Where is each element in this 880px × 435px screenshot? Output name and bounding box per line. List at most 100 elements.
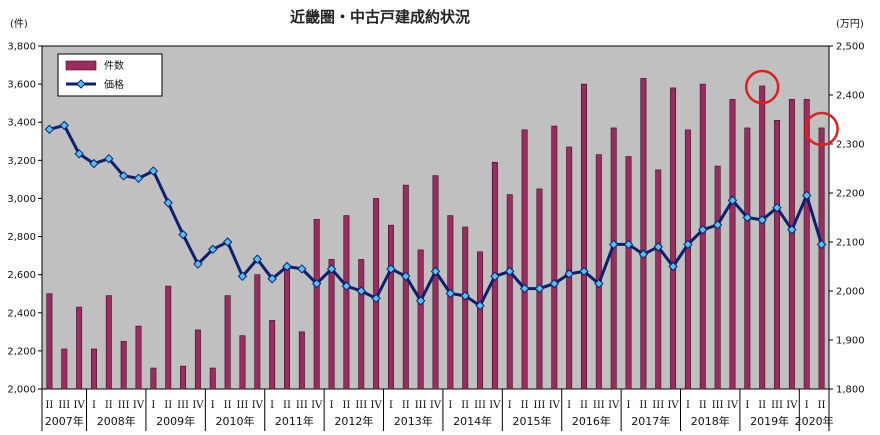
price-marker [74, 149, 84, 159]
left-tick-label: 3,600 [7, 80, 36, 91]
quarter-label: IV [311, 400, 323, 411]
quarter-label: IV [549, 400, 561, 411]
quarter-label: I [270, 400, 274, 411]
price-marker [727, 195, 738, 206]
price-marker [698, 225, 708, 235]
quarter-label: I [508, 400, 512, 411]
price-marker [460, 291, 470, 301]
price-marker [653, 242, 663, 252]
quarter-label: II [580, 400, 588, 411]
price-marker [148, 166, 159, 176]
left-tick-label: 2,600 [7, 270, 36, 281]
bar-kensu [625, 156, 632, 390]
bar-kensu [551, 125, 558, 390]
year-label: 2016年 [572, 414, 611, 428]
left-tick-label: 3,000 [7, 194, 36, 205]
left-tick-label: 3,800 [7, 42, 36, 53]
price-marker [193, 259, 203, 269]
price-marker [430, 266, 441, 277]
quarter-label: I [211, 400, 215, 411]
year-label: 2012年 [334, 414, 373, 428]
left-tick-label: 3,200 [7, 156, 36, 167]
price-marker [802, 190, 812, 201]
price-marker [549, 278, 559, 289]
bar-kensu [358, 259, 365, 390]
price-marker [475, 300, 485, 311]
quarter-label: III [712, 400, 724, 411]
right-axis-unit: (万円) [836, 19, 864, 30]
bar-kensu [447, 215, 454, 390]
quarter-label: IV [133, 400, 145, 411]
year-label: 2014年 [453, 414, 492, 428]
plot-area: 2,000 2,200 2,400 2,600 2,800 3,000 3,200 3,400… [7, 42, 865, 431]
quarter-label: III [652, 400, 664, 411]
quarter-label: I [151, 400, 155, 411]
bar-kensu [506, 194, 513, 390]
bar-kensu [387, 224, 394, 390]
quarter-label: II [699, 400, 707, 411]
price-marker [401, 271, 411, 282]
quarter-label: III [177, 400, 189, 411]
right-tick-label: 2,500 [836, 42, 865, 53]
quarter-label: IV [727, 400, 739, 411]
quarter-label: III [355, 400, 367, 411]
price-marker [564, 269, 574, 279]
bar-kensu [180, 365, 187, 390]
price-marker [282, 261, 292, 272]
quarter-label: II [402, 400, 410, 411]
quarter-label: III [296, 400, 308, 411]
price-marker [490, 271, 500, 282]
bar-kensu [640, 78, 647, 390]
year-label: 2018年 [691, 414, 730, 428]
quarter-label: I [686, 400, 690, 411]
bar-kensu [729, 99, 736, 390]
bar-kensu [714, 165, 721, 390]
quarter-label: II [461, 400, 469, 411]
price-marker [712, 220, 723, 230]
bar-kensu [803, 99, 810, 390]
quarter-label: I [330, 400, 334, 411]
bar-kensu [224, 295, 231, 390]
legend-label-price: 価格 [104, 78, 124, 91]
year-label: 2010年 [216, 414, 255, 428]
price-marker [445, 288, 456, 299]
bar-kensu [417, 249, 424, 390]
quarter-label: I [567, 400, 571, 411]
price-marker [163, 198, 173, 208]
year-label: 2008年 [97, 414, 136, 428]
bar-kensu [313, 219, 320, 390]
right-tick-label: 1,800 [836, 385, 865, 396]
year-label: 2011年 [275, 414, 314, 428]
price-marker [742, 212, 753, 223]
legend-swatch-price-marker [76, 79, 86, 89]
price-marker [579, 266, 589, 277]
quarter-label: IV [489, 400, 501, 411]
quarter-label: II [105, 400, 113, 411]
bar-kensu [759, 85, 766, 390]
quarter-label: II [224, 400, 232, 411]
price-marker [356, 286, 366, 296]
quarter-label: I [448, 400, 452, 411]
year-label: 2015年 [513, 414, 552, 428]
left-axis-unit: (件) [10, 18, 28, 30]
chart-title: 近畿圏・中古戸建成約状況 [290, 8, 470, 26]
bar-kensu [120, 341, 127, 390]
price-marker [772, 202, 782, 213]
quarter-label: II [342, 400, 350, 411]
right-tick-label: 2,000 [836, 287, 865, 298]
bar-kensu [774, 120, 781, 390]
right-tick-label: 2,400 [836, 91, 865, 102]
price-marker [816, 239, 827, 250]
price-marker [252, 254, 263, 264]
price-marker [104, 153, 114, 164]
bar-kensu [150, 367, 157, 390]
quarter-label: III [58, 400, 70, 411]
quarter-label: II [521, 400, 529, 411]
quarter-label: IV [371, 400, 383, 411]
left-tick-label: 3,400 [7, 118, 36, 129]
quarter-label: IV [786, 400, 798, 411]
bar-kensu [76, 306, 83, 390]
price-marker [178, 229, 188, 240]
